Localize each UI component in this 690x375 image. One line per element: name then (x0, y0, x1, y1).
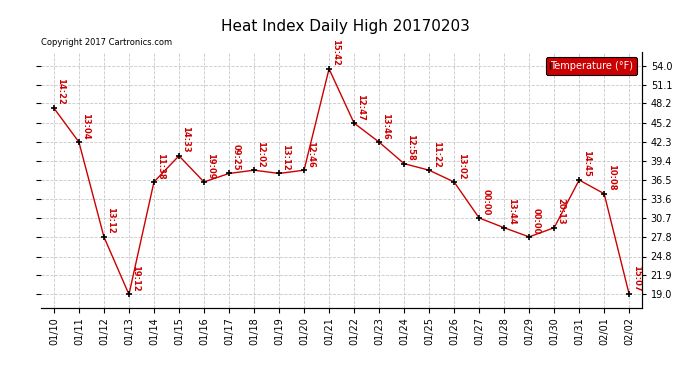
Text: 09:25: 09:25 (231, 144, 240, 171)
Text: 12:47: 12:47 (357, 94, 366, 120)
Text: 12:58: 12:58 (406, 134, 415, 161)
Text: 13:12: 13:12 (282, 144, 290, 171)
Text: 14:22: 14:22 (57, 78, 66, 105)
Legend: Temperature (°F): Temperature (°F) (546, 57, 637, 75)
Text: 14:33: 14:33 (181, 126, 190, 153)
Text: 13:12: 13:12 (106, 207, 115, 234)
Text: 13:02: 13:02 (457, 153, 466, 179)
Text: 12:46: 12:46 (306, 141, 315, 167)
Text: 15:42: 15:42 (331, 39, 340, 66)
Text: 10:08: 10:08 (607, 165, 615, 191)
Text: Copyright 2017 Cartronics.com: Copyright 2017 Cartronics.com (41, 38, 172, 47)
Text: 12:02: 12:02 (257, 141, 266, 167)
Text: 14:45: 14:45 (582, 150, 591, 177)
Text: 13:46: 13:46 (382, 112, 391, 139)
Text: 19:09: 19:09 (206, 153, 215, 179)
Text: 19:12: 19:12 (131, 265, 140, 292)
Text: 11:22: 11:22 (431, 141, 440, 167)
Text: 13:44: 13:44 (506, 198, 515, 225)
Text: 15:07: 15:07 (631, 265, 640, 292)
Text: 13:04: 13:04 (81, 112, 90, 139)
Text: 20:13: 20:13 (557, 198, 566, 225)
Text: Heat Index Daily High 20170203: Heat Index Daily High 20170203 (221, 19, 469, 34)
Text: 00:00: 00:00 (482, 189, 491, 215)
Text: 11:38: 11:38 (157, 153, 166, 179)
Text: 00:00: 00:00 (531, 208, 540, 234)
